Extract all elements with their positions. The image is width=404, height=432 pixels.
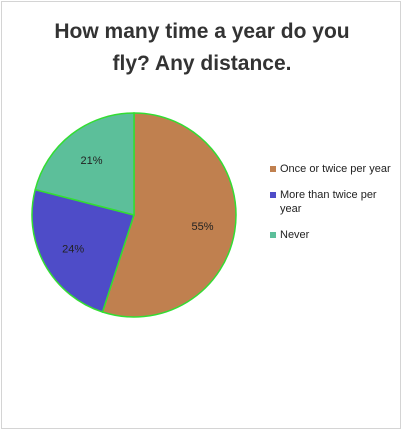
pie-slice-once-or-twice bbox=[101, 112, 237, 318]
legend-swatch-never bbox=[270, 232, 276, 238]
chart-title-line-1: How many time a year do you bbox=[54, 20, 350, 43]
legend-swatch-once-or-twice bbox=[270, 166, 276, 172]
legend: Once or twice per year More than twice p… bbox=[270, 162, 400, 242]
pie-slice-more-than-twice bbox=[31, 188, 135, 313]
legend-item-more-than-twice: More than twice per year bbox=[270, 188, 400, 216]
legend-label-never: Never bbox=[280, 229, 310, 241]
legend-label-once-or-twice: Once or twice per year bbox=[280, 163, 391, 175]
pie-slice-never bbox=[34, 112, 135, 216]
legend-item-once-or-twice: Once or twice per year bbox=[270, 162, 400, 176]
data-label-once-or-twice: 55% bbox=[191, 221, 213, 233]
chart-title: How many time a year do you fly? Any dis… bbox=[22, 16, 382, 80]
legend-label-more-than-twice: More than twice per year bbox=[280, 189, 377, 215]
legend-item-never: Never bbox=[270, 228, 400, 242]
legend-swatch-more-than-twice bbox=[270, 192, 276, 198]
data-label-more-than-twice: 24% bbox=[62, 243, 84, 255]
data-label-never: 21% bbox=[80, 155, 102, 167]
chart-title-line-2: fly? Any distance. bbox=[112, 52, 292, 75]
